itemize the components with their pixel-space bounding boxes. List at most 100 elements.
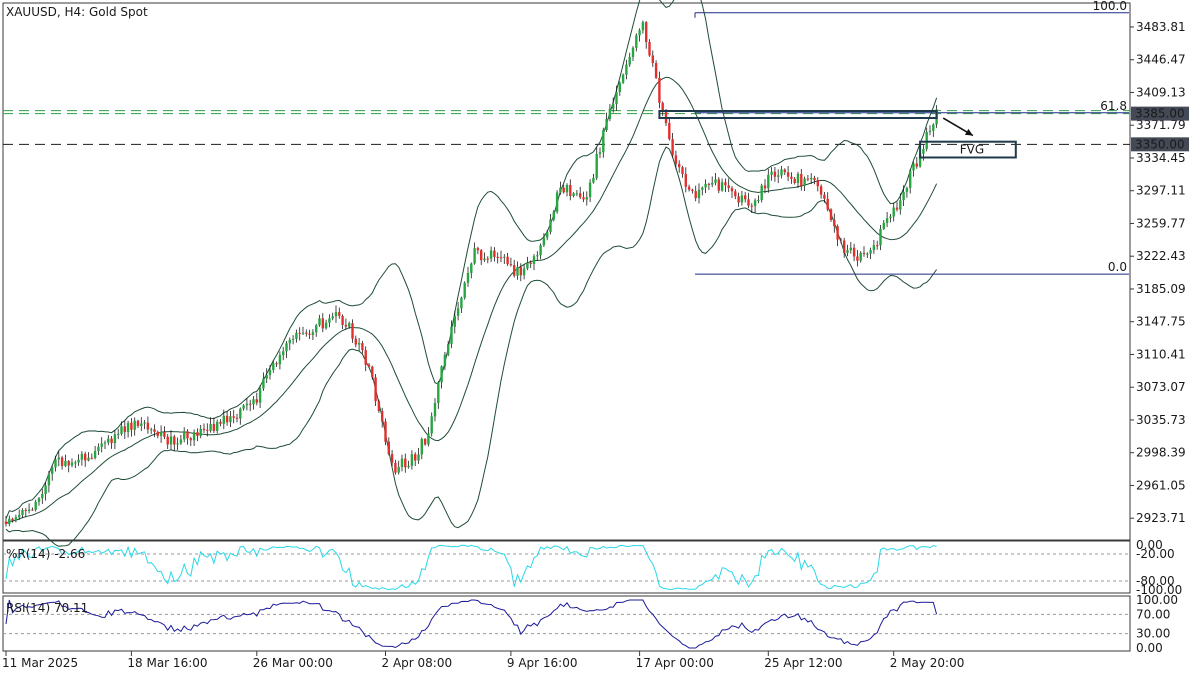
candle-body (282, 351, 285, 356)
candle-body (107, 438, 110, 443)
candle (93, 445, 97, 460)
candle (298, 327, 301, 341)
candle-body (437, 382, 440, 403)
candle (618, 81, 621, 96)
candle-body (532, 256, 536, 264)
candle-body (572, 193, 575, 197)
candle (790, 172, 793, 184)
candle-body (301, 332, 305, 334)
candle-body (503, 256, 506, 258)
candle-body (668, 123, 671, 140)
candle-body (476, 248, 480, 251)
candle (592, 173, 595, 184)
candle-body (219, 421, 222, 424)
candle (252, 396, 255, 410)
candle (318, 314, 321, 327)
candle (123, 420, 126, 439)
candle-body (209, 423, 212, 431)
fvg-box[interactable] (919, 140, 1017, 159)
candle (588, 179, 592, 202)
candle (361, 340, 364, 354)
candle (925, 127, 928, 152)
candle (324, 319, 328, 330)
candle-body (255, 399, 258, 403)
candle-body (869, 250, 872, 254)
candle (282, 346, 285, 361)
candle (216, 419, 219, 434)
y-tick-label: 3147.75 (1136, 315, 1186, 329)
candle (522, 263, 526, 280)
candle (734, 189, 737, 200)
candle (819, 184, 823, 199)
resistance-zone-box[interactable] (658, 110, 938, 120)
candle (371, 365, 374, 380)
candle-body (64, 460, 67, 467)
candle-body (909, 170, 912, 188)
candle (793, 176, 796, 185)
candle (163, 426, 166, 440)
candle-body (480, 250, 483, 261)
candle (275, 361, 278, 367)
candle-body (866, 253, 869, 255)
candle (763, 179, 767, 194)
candle-body (212, 423, 216, 431)
candle-body (394, 462, 397, 473)
candle (8, 515, 11, 527)
candle-body (879, 228, 882, 246)
candle (249, 399, 252, 412)
x-tick-label: 11 Mar 2025 (2, 656, 78, 670)
candle-body (654, 63, 658, 78)
candle-body (456, 308, 460, 316)
candle (367, 362, 371, 368)
candle-body (70, 462, 74, 466)
candle (44, 482, 47, 501)
y-tick-label: 3035.73 (1136, 413, 1186, 427)
candle-body (334, 312, 338, 317)
candle-body (605, 118, 608, 131)
candle-body (819, 186, 823, 195)
candle (34, 499, 37, 512)
candle-body (404, 458, 407, 468)
candle-body (123, 426, 126, 433)
candle (555, 190, 559, 214)
price-axis: 3483.81 3446.47 3409.13 3371.79 3334.45 3297.… (1130, 20, 1189, 655)
candle-body (156, 431, 159, 436)
candle (882, 219, 885, 231)
rsi-label: RSI(14) 70.11 (6, 601, 88, 615)
candle (387, 437, 390, 456)
candle-body (516, 267, 519, 276)
candle-body (331, 316, 334, 319)
candle-body (763, 185, 767, 189)
candle (753, 198, 757, 213)
bollinger-upper-band (5, 0, 938, 519)
candle-body (318, 318, 321, 326)
candle (928, 125, 932, 136)
candle-body (77, 459, 80, 463)
candle-body (470, 263, 473, 273)
candle-body (146, 422, 150, 430)
candle-body (602, 130, 605, 153)
candle (856, 250, 859, 267)
candle-body (882, 222, 885, 229)
fibonacci-retracement[interactable]: 100.0 61.8 0.0 (694, 0, 1129, 275)
candle-body (598, 152, 602, 154)
candle-body (324, 322, 328, 329)
candle-body (113, 434, 117, 444)
candle-body (460, 297, 463, 309)
candle-body (140, 423, 143, 426)
annotations[interactable]: FVG (658, 110, 1017, 159)
candle-body (549, 219, 552, 233)
candle-body (51, 467, 54, 474)
candle-body (813, 177, 816, 181)
candle-body (734, 191, 737, 197)
candle (546, 230, 549, 241)
candle (460, 296, 463, 314)
candle (532, 254, 536, 271)
candle (767, 168, 770, 193)
candle (130, 418, 133, 437)
candle-body (833, 220, 836, 227)
candle-body (486, 258, 489, 260)
y-tick-label: 3483.81 (1136, 20, 1186, 34)
candle (542, 233, 546, 247)
